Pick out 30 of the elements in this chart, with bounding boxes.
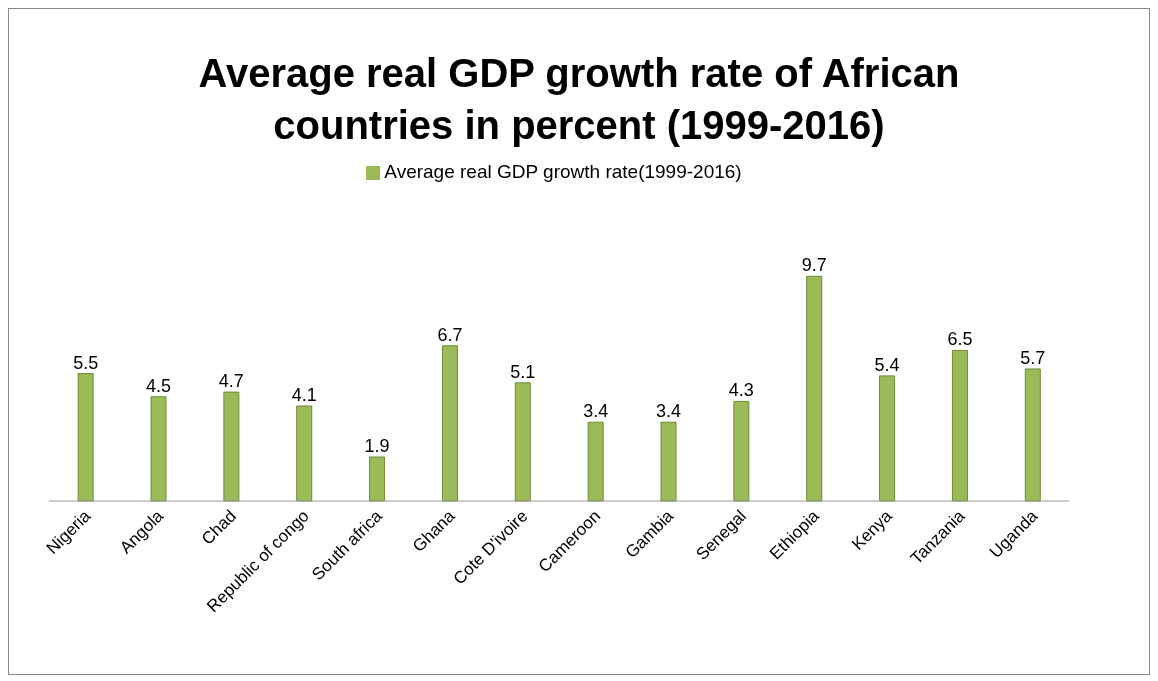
data-label: 9.7 xyxy=(801,255,827,276)
bar xyxy=(296,405,313,502)
chart-title: Average real GDP growth rate of African countries in percent (1999-2016) xyxy=(197,50,961,149)
bar xyxy=(733,400,750,502)
data-label: 5.7 xyxy=(1020,347,1046,368)
data-label: 4.1 xyxy=(291,385,317,406)
bar xyxy=(660,421,677,502)
bar xyxy=(150,396,167,502)
data-label: 6.7 xyxy=(437,324,463,345)
data-label: 6.5 xyxy=(947,329,973,350)
data-label: 4.3 xyxy=(728,380,754,401)
data-label: 3.4 xyxy=(655,401,682,422)
bar xyxy=(806,275,823,502)
legend-label: Average real GDP growth rate(1999-2016) xyxy=(384,161,742,182)
bar xyxy=(1024,368,1041,502)
bar xyxy=(223,391,240,502)
bar xyxy=(369,456,386,502)
bar xyxy=(951,349,968,502)
bar xyxy=(77,373,94,502)
data-label: 5.4 xyxy=(874,354,900,375)
bar xyxy=(879,375,896,502)
data-label: 5.1 xyxy=(510,361,536,382)
bar xyxy=(514,382,531,502)
data-label: 3.4 xyxy=(583,401,609,422)
bar xyxy=(441,345,458,502)
data-label: 4.5 xyxy=(145,375,172,396)
data-label: 4.7 xyxy=(218,371,244,392)
data-label: 1.9 xyxy=(364,435,390,456)
data-label: 5.5 xyxy=(73,352,99,373)
bar xyxy=(587,421,604,502)
